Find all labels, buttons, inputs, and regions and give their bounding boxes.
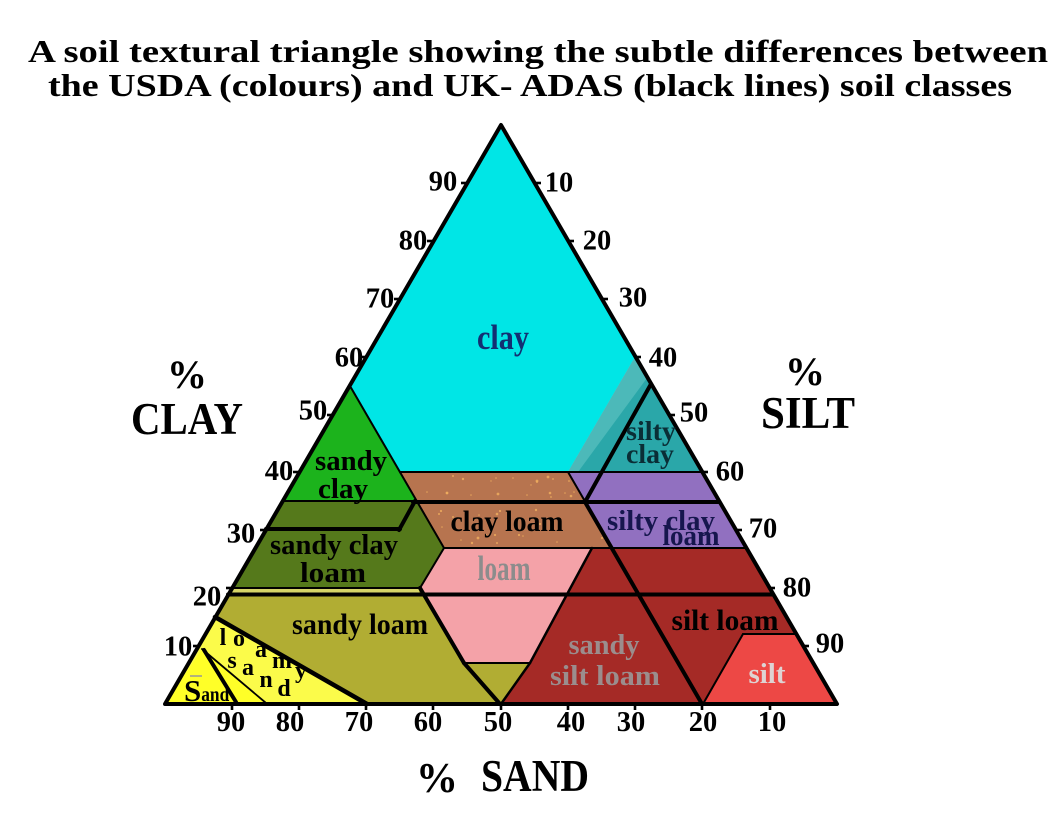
svg-text:loam: loam	[663, 521, 720, 552]
svg-text:10: 10	[758, 707, 787, 738]
svg-text:60: 60	[716, 457, 745, 488]
svg-text:l: l	[220, 625, 227, 651]
svg-text:40: 40	[557, 707, 586, 738]
svg-text:%: %	[167, 352, 207, 397]
svg-text:A soil textural triangle showi: A soil textural triangle showing the sub…	[28, 33, 1048, 69]
svg-text:70: 70	[345, 707, 374, 738]
svg-text:silty: silty	[626, 416, 677, 446]
svg-text:20: 20	[583, 226, 612, 257]
svg-text:clay: clay	[626, 439, 675, 469]
svg-text:m: m	[272, 648, 292, 674]
svg-text:o: o	[233, 626, 245, 652]
svg-text:y: y	[295, 658, 307, 684]
svg-text:sandy: sandy	[569, 629, 640, 661]
svg-text:70: 70	[749, 514, 778, 545]
svg-text:30: 30	[227, 519, 256, 550]
svg-text:clay loam: clay loam	[451, 505, 564, 538]
svg-text:n: n	[259, 667, 272, 693]
svg-text:80: 80	[783, 573, 812, 604]
svg-text:a: a	[242, 655, 254, 681]
svg-text:10: 10	[545, 168, 574, 199]
svg-text:50: 50	[484, 707, 513, 738]
svg-text:60: 60	[335, 343, 364, 374]
svg-text:sandy clay: sandy clay	[270, 530, 398, 561]
svg-text:loam: loam	[300, 558, 366, 589]
svg-text:silt: silt	[749, 658, 786, 690]
svg-text:sandy loam: sandy loam	[292, 608, 428, 641]
svg-text:d: d	[277, 676, 291, 702]
svg-text:10: 10	[164, 632, 193, 663]
svg-text:40: 40	[265, 456, 294, 487]
svg-text:60: 60	[414, 707, 443, 738]
svg-text:50: 50	[299, 396, 328, 427]
svg-text:silty clay: silty clay	[607, 506, 715, 537]
svg-text:90: 90	[429, 167, 458, 198]
svg-text:SILT: SILT	[761, 388, 855, 438]
svg-text:90: 90	[816, 629, 845, 660]
svg-text:80: 80	[399, 226, 428, 257]
svg-text:30: 30	[619, 283, 648, 314]
svg-text:20: 20	[689, 707, 718, 738]
svg-text:clay: clay	[318, 474, 368, 505]
svg-text:%: %	[785, 349, 825, 394]
svg-text:CLAY: CLAY	[131, 394, 243, 444]
svg-text:loam: loam	[478, 549, 531, 588]
svg-text:40: 40	[649, 343, 678, 374]
svg-text:the USDA (colours) and UK- ADA: the USDA (colours) and UK- ADAS (black l…	[48, 67, 1012, 103]
svg-text:90: 90	[217, 707, 246, 738]
svg-text:80: 80	[276, 707, 305, 738]
svg-text:sandy: sandy	[315, 446, 387, 477]
svg-text:70: 70	[366, 284, 395, 315]
svg-text:50: 50	[680, 398, 709, 429]
svg-text:clay: clay	[477, 318, 529, 357]
svg-text:SAND: SAND	[481, 751, 589, 801]
svg-text:s: s	[227, 648, 236, 674]
svg-text:%: %	[416, 756, 458, 802]
svg-text:a: a	[255, 637, 267, 663]
svg-text:30: 30	[617, 707, 646, 738]
svg-text:silt loam: silt loam	[550, 660, 660, 692]
svg-text:silt loam: silt loam	[672, 604, 779, 637]
svg-text:20: 20	[193, 582, 222, 613]
